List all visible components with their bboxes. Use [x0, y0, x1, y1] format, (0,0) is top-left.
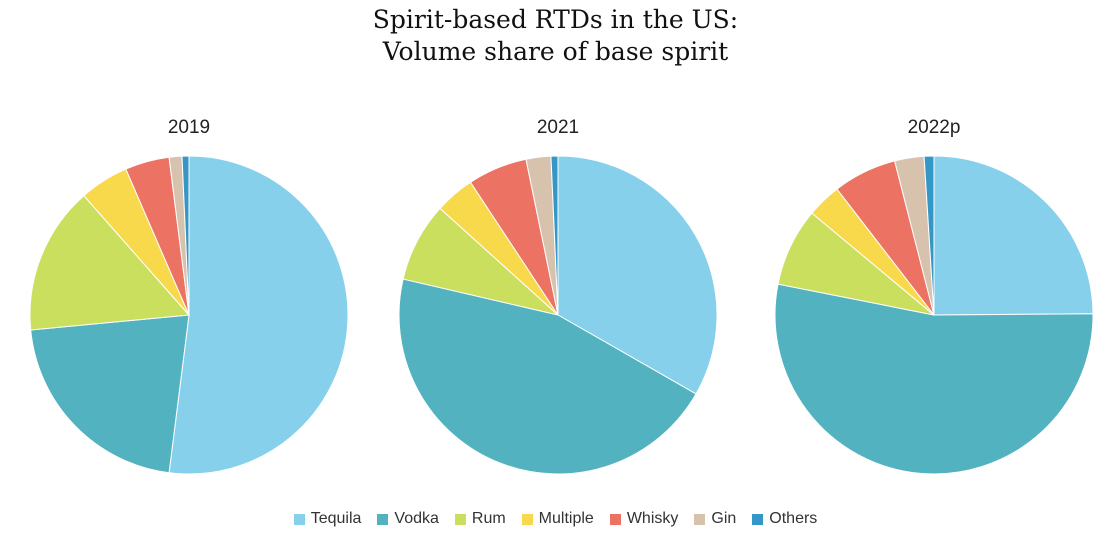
legend-label: Others — [769, 510, 818, 527]
pie-slice-vodka[interactable] — [774, 283, 1094, 475]
legend-label: Multiple — [538, 510, 594, 527]
legend-swatch — [377, 513, 389, 525]
legend-swatch — [293, 513, 305, 525]
legend-label: Tequila — [310, 510, 362, 527]
chart-title-line-1: Spirit-based RTDs in the US: — [372, 5, 739, 34]
legend-label: Rum — [471, 510, 506, 527]
pie-slice-vodka[interactable] — [398, 278, 697, 475]
pie-slice-tequila[interactable] — [557, 155, 718, 395]
legend-item-multiple[interactable]: Multiple — [521, 510, 594, 528]
legend-item-rum[interactable]: Rum — [454, 510, 506, 528]
legend-label: Whisky — [626, 510, 679, 527]
pie-slice-rum[interactable] — [29, 195, 191, 331]
legend-item-vodka[interactable]: Vodka — [377, 510, 439, 528]
legend-swatch — [694, 513, 706, 525]
legend-label: Gin — [711, 510, 737, 527]
pie-slice-others[interactable] — [550, 155, 559, 316]
pie-2021: 2021 — [398, 117, 718, 475]
chart-title-line-2: Volume share of base spirit — [382, 37, 729, 66]
legend-swatch — [454, 513, 466, 525]
pie-2022p: 2022p — [774, 117, 1094, 475]
pie-2019: 2019 — [29, 117, 349, 475]
legend-item-whisky[interactable]: Whisky — [609, 510, 679, 528]
pie-title: 2019 — [168, 117, 210, 138]
legend-swatch — [609, 513, 621, 525]
pie-slice-others[interactable] — [181, 155, 190, 316]
pie-title: 2022p — [908, 117, 961, 138]
legend-swatch — [752, 513, 764, 525]
pie-slice-others[interactable] — [923, 155, 935, 316]
chart-title: Spirit-based RTDs in the US: Volume shar… — [0, 4, 1111, 68]
legend-item-others[interactable]: Others — [752, 510, 817, 528]
pie-slice-tequila[interactable] — [933, 155, 1094, 316]
legend: Tequila Vodka Rum Multiple Whisky Gin Others — [0, 510, 1111, 528]
pie-slice-tequila[interactable] — [168, 155, 349, 475]
pie-slice-vodka[interactable] — [30, 314, 190, 474]
pie-title: 2021 — [537, 117, 579, 138]
legend-item-gin[interactable]: Gin — [694, 510, 736, 528]
legend-swatch — [521, 513, 533, 525]
legend-item-tequila[interactable]: Tequila — [293, 510, 362, 528]
legend-label: Vodka — [394, 510, 439, 527]
